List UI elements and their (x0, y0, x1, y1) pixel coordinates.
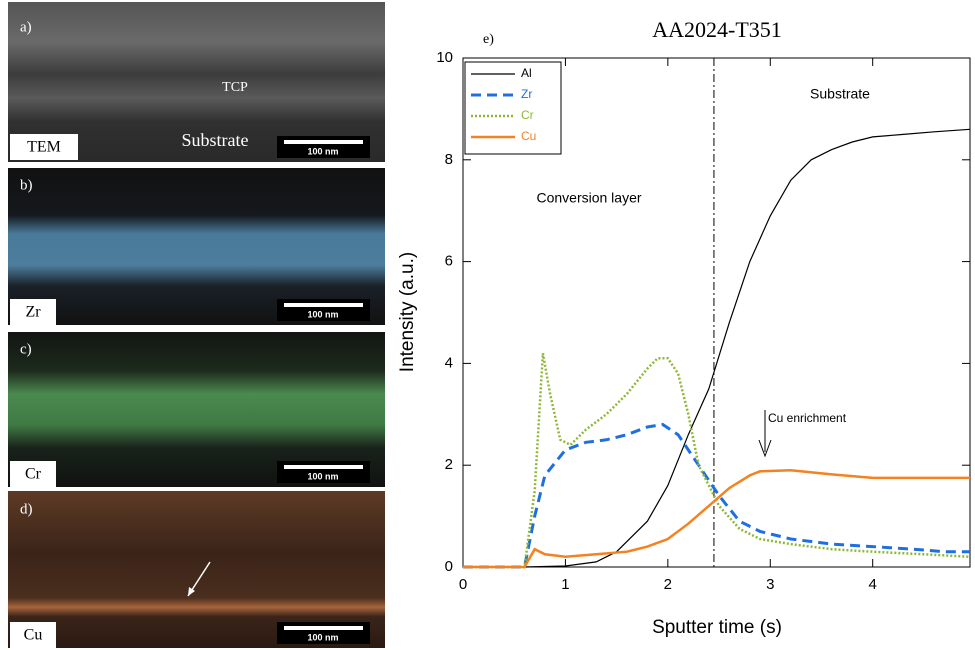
x-tick-label: 3 (766, 576, 774, 593)
panel-label: d) (20, 501, 33, 517)
legend-label: Cr (521, 108, 534, 122)
x-tick-label: 2 (664, 576, 672, 593)
annotation: TCP (222, 80, 248, 95)
element-label: TEM (27, 139, 61, 156)
legend-label: Cu (521, 129, 536, 143)
panel-label: b) (20, 177, 33, 193)
label-box (10, 461, 56, 487)
scale-bar (284, 303, 363, 307)
x-tick-label: 0 (459, 576, 467, 593)
y-tick-label: 10 (436, 49, 453, 66)
y-tick-label: 0 (445, 558, 453, 575)
y-tick-label: 2 (445, 456, 453, 473)
y-tick-label: 8 (445, 151, 453, 168)
element-label: Cu (24, 627, 43, 644)
x-tick-label: 4 (869, 576, 877, 593)
panel-label: c) (20, 341, 32, 357)
element-label: Zr (25, 304, 41, 321)
annotation: Conversion layer (536, 190, 641, 206)
panel-c: c) Cr 100 nm (8, 332, 385, 487)
scale-label: 100 nm (307, 471, 338, 481)
scale-label: 100 nm (307, 632, 338, 642)
map-image (8, 168, 385, 325)
scale-bar (284, 140, 363, 144)
panel-b: b) Zr 100 nm (8, 168, 385, 325)
arrow-head (758, 439, 772, 458)
annotation: Cu enrichment (768, 411, 847, 425)
panel-label: a) (20, 19, 32, 35)
panel-a: a) TCP Substrate TEM 100 nm (8, 2, 385, 162)
chart-title: AA2024-T351 (652, 17, 782, 42)
series-line (463, 352, 971, 569)
scale-label: 100 nm (307, 146, 338, 156)
label-box (10, 622, 56, 648)
x-axis-label: Sputter time (s) (652, 617, 782, 638)
label-box (10, 134, 78, 160)
element-label: Cr (25, 466, 42, 483)
arrow-head (188, 587, 195, 596)
legend-box (464, 61, 562, 155)
legend-label: Zr (521, 87, 532, 101)
series-line (463, 469, 970, 569)
map-image (8, 491, 385, 648)
annotation: Substrate (182, 130, 249, 150)
annotation: Substrate (810, 86, 870, 102)
scale-bar (284, 465, 363, 469)
panel-d: d) Cu 100 nm (8, 491, 385, 648)
series-line (463, 422, 970, 569)
y-tick-label: 6 (445, 253, 453, 270)
y-tick-label: 4 (445, 354, 453, 371)
label-box (10, 299, 56, 325)
scale-label: 100 nm (307, 309, 338, 319)
x-tick-label: 1 (561, 576, 569, 593)
legend-label: Al (521, 66, 532, 80)
series-line (463, 128, 971, 568)
plot-frame (462, 57, 971, 568)
y-axis-label: Intensity (a.u.) (397, 252, 418, 372)
panel-label: e) (483, 32, 494, 47)
scale-bar (284, 626, 363, 630)
